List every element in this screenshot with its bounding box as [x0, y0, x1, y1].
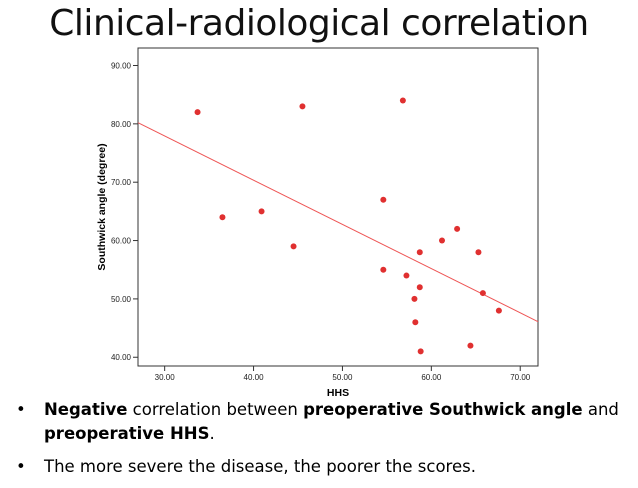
- data-point: [417, 348, 424, 355]
- data-points: [194, 97, 502, 355]
- x-tick-label: 60.00: [421, 373, 442, 382]
- bullet-bold-text: preoperative Southwick angle: [303, 400, 583, 419]
- data-point: [290, 243, 297, 250]
- data-point: [495, 307, 502, 314]
- y-axis: 40.00 50.00 60.00 70.00 80.00 90.00: [111, 62, 138, 362]
- bullet-bold-text: Negative: [44, 400, 128, 419]
- y-tick-label: 50.00: [111, 295, 132, 304]
- bullet-item: • The more severe the disease, the poorer…: [10, 455, 630, 479]
- bullet-list: • Negative correlation between preoperati…: [10, 398, 630, 488]
- data-point: [416, 249, 423, 256]
- y-tick-label: 80.00: [111, 120, 132, 129]
- data-point: [299, 103, 306, 110]
- x-tick-label: 40.00: [244, 373, 265, 382]
- bullet-dot-icon: •: [16, 400, 26, 419]
- regression-line: [137, 122, 539, 323]
- y-axis-label: Southwick angle (degree): [96, 143, 108, 270]
- bullet-text: correlation between: [127, 400, 304, 419]
- regression-line-group: [137, 122, 539, 323]
- bullet-text: The more severe the disease, the poorer …: [44, 457, 476, 476]
- x-tick-label: 50.00: [332, 373, 353, 382]
- x-axis-label: HHS: [327, 387, 349, 399]
- plot-area: [137, 47, 539, 367]
- data-point: [411, 295, 418, 302]
- x-tick-label: 70.00: [510, 373, 531, 382]
- bullet-item: • Negative correlation between preoperati…: [10, 398, 630, 446]
- x-axis: 30.00 40.00 50.00 60.00 70.00: [155, 366, 531, 382]
- slide-title: Clinical-radiological correlation: [49, 3, 589, 44]
- data-point: [380, 266, 387, 273]
- bullet-text: and: [582, 400, 619, 419]
- data-point: [194, 109, 201, 116]
- data-point: [475, 249, 482, 256]
- data-point: [454, 225, 461, 232]
- data-point: [380, 196, 387, 203]
- data-point: [479, 290, 486, 297]
- data-point: [416, 284, 423, 291]
- data-point: [412, 319, 419, 326]
- bullet-bold-text: preoperative HHS: [44, 424, 210, 443]
- scatter-chart: 40.00 50.00 60.00 70.00 80.00 90.00 30.00 40.0…: [96, 47, 539, 399]
- data-point: [467, 342, 474, 349]
- data-point: [258, 208, 265, 215]
- y-tick-label: 70.00: [111, 178, 132, 187]
- y-tick-label: 90.00: [111, 62, 132, 71]
- bullet-text: .: [209, 424, 215, 443]
- data-point: [403, 272, 410, 279]
- data-point: [219, 214, 226, 221]
- bullet-dot-icon: •: [16, 457, 26, 476]
- data-point: [439, 237, 445, 244]
- y-tick-label: 40.00: [111, 353, 132, 362]
- y-tick-label: 60.00: [111, 237, 132, 246]
- data-point: [399, 97, 406, 104]
- x-tick-label: 30.00: [155, 373, 176, 382]
